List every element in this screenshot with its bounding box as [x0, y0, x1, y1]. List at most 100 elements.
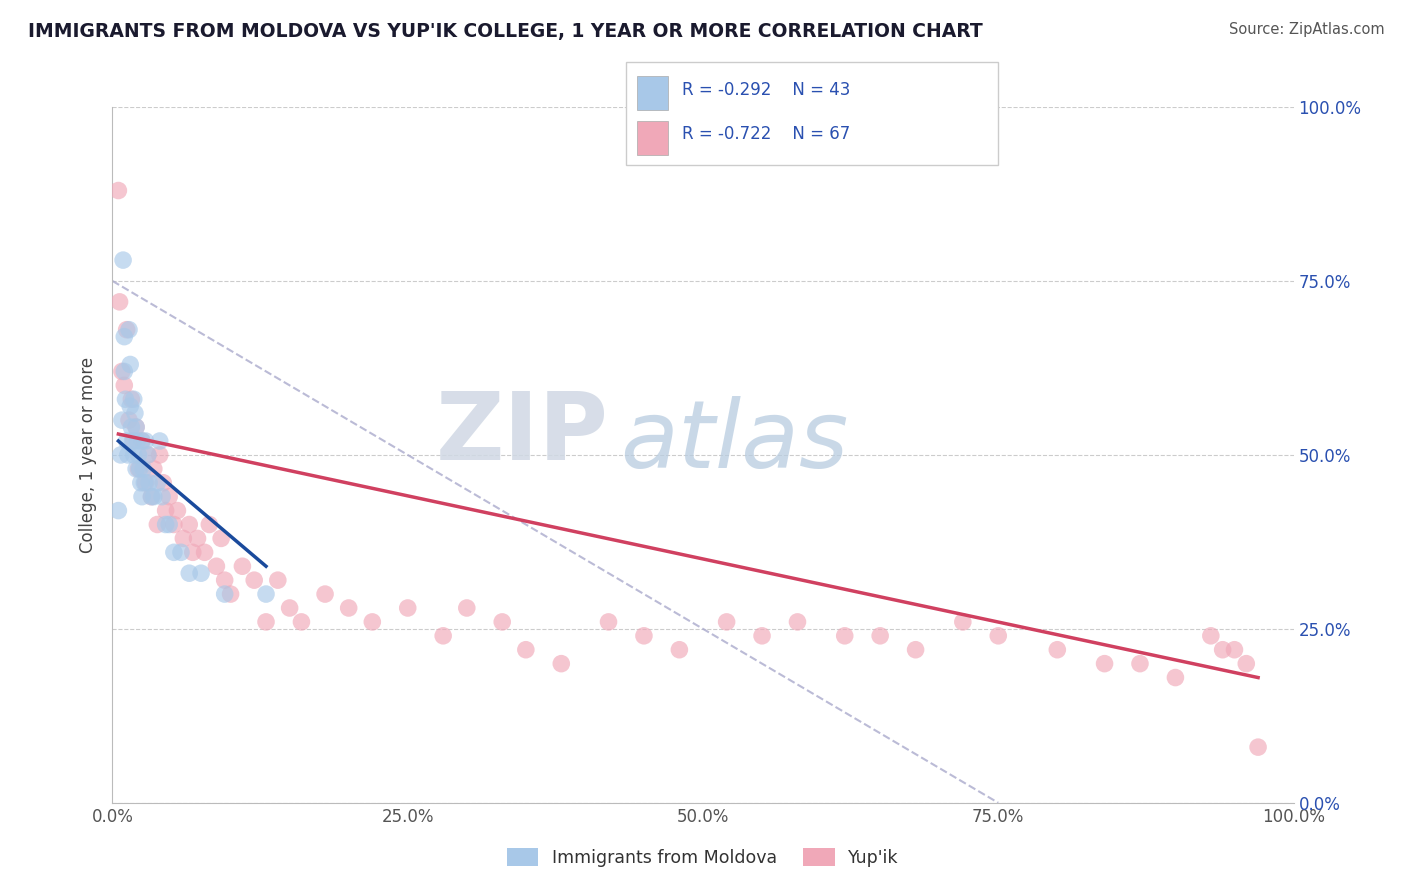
Point: [131, 434, 153, 448]
Point: [1247, 740, 1270, 755]
Point: [120, 358, 142, 372]
Point: [112, 253, 135, 268]
Point: [112, 329, 135, 343]
Point: [115, 434, 138, 448]
Point: [132, 462, 155, 476]
Point: [1223, 642, 1246, 657]
Point: [146, 475, 169, 490]
Point: [157, 517, 180, 532]
Point: [1199, 629, 1222, 643]
Point: [128, 462, 150, 476]
Legend: Immigrants from Moldova, Yup'ik: Immigrants from Moldova, Yup'ik: [501, 841, 905, 874]
Point: [786, 615, 808, 629]
Point: [118, 323, 141, 337]
Point: [112, 378, 135, 392]
Point: [190, 566, 212, 581]
Text: R = -0.722    N = 67: R = -0.722 N = 67: [682, 125, 851, 144]
Point: [515, 642, 537, 657]
Point: [142, 490, 165, 504]
Point: [120, 420, 142, 434]
Point: [157, 490, 180, 504]
Text: Source: ZipAtlas.com: Source: ZipAtlas.com: [1229, 22, 1385, 37]
Point: [107, 503, 129, 517]
Point: [127, 434, 149, 448]
Point: [166, 503, 188, 517]
Point: [952, 615, 974, 629]
Text: IMMIGRANTS FROM MOLDOVA VS YUP'IK COLLEGE, 1 YEAR OR MORE CORRELATION CHART: IMMIGRANTS FROM MOLDOVA VS YUP'IK COLLEG…: [28, 22, 983, 41]
Point: [134, 475, 156, 490]
Point: [219, 587, 242, 601]
Point: [124, 406, 146, 420]
Text: R = -0.292    N = 43: R = -0.292 N = 43: [682, 81, 851, 99]
Point: [131, 434, 153, 448]
Point: [456, 601, 478, 615]
Point: [141, 490, 163, 504]
Point: [205, 559, 228, 574]
Point: [111, 413, 134, 427]
Point: [751, 629, 773, 643]
Point: [131, 490, 153, 504]
Point: [125, 462, 148, 476]
Point: [155, 503, 177, 517]
Point: [120, 392, 142, 407]
Point: [142, 462, 165, 476]
Point: [550, 657, 572, 671]
Point: [1129, 657, 1152, 671]
Point: [125, 420, 148, 434]
Point: [267, 573, 290, 587]
Point: [904, 642, 927, 657]
Point: [181, 545, 204, 559]
Point: [194, 545, 217, 559]
Point: [155, 517, 177, 532]
Point: [179, 566, 201, 581]
Point: [114, 392, 136, 407]
Point: [598, 615, 620, 629]
Point: [278, 601, 301, 615]
Point: [122, 434, 145, 448]
Point: [834, 629, 856, 643]
Point: [111, 364, 134, 378]
Point: [120, 399, 142, 413]
Point: [118, 413, 141, 427]
Point: [149, 434, 172, 448]
Point: [396, 601, 419, 615]
Point: [135, 434, 157, 448]
Point: [163, 517, 186, 532]
Point: [125, 420, 148, 434]
Point: [1094, 657, 1116, 671]
Point: [209, 532, 232, 546]
Point: [136, 448, 159, 462]
Point: [243, 573, 266, 587]
Text: ZIP: ZIP: [436, 388, 609, 480]
Point: [110, 448, 132, 462]
Point: [146, 517, 169, 532]
Point: [107, 184, 129, 198]
Point: [112, 364, 135, 378]
Point: [117, 448, 139, 462]
Point: [633, 629, 655, 643]
Point: [136, 448, 159, 462]
Point: [172, 532, 194, 546]
Point: [149, 448, 172, 462]
Point: [138, 475, 160, 490]
Point: [491, 615, 513, 629]
Point: [163, 545, 186, 559]
Point: [1164, 671, 1187, 685]
Point: [108, 294, 131, 309]
Point: [1046, 642, 1069, 657]
Point: [716, 615, 738, 629]
Point: [186, 532, 208, 546]
Y-axis label: College, 1 year or more: College, 1 year or more: [79, 357, 97, 553]
Point: [129, 475, 152, 490]
Point: [141, 490, 163, 504]
Point: [152, 475, 174, 490]
Point: [179, 517, 201, 532]
Point: [361, 615, 384, 629]
Point: [254, 615, 277, 629]
Point: [314, 587, 336, 601]
Point: [127, 448, 149, 462]
Point: [231, 559, 253, 574]
Point: [122, 448, 145, 462]
Point: [121, 434, 143, 448]
Point: [432, 629, 454, 643]
